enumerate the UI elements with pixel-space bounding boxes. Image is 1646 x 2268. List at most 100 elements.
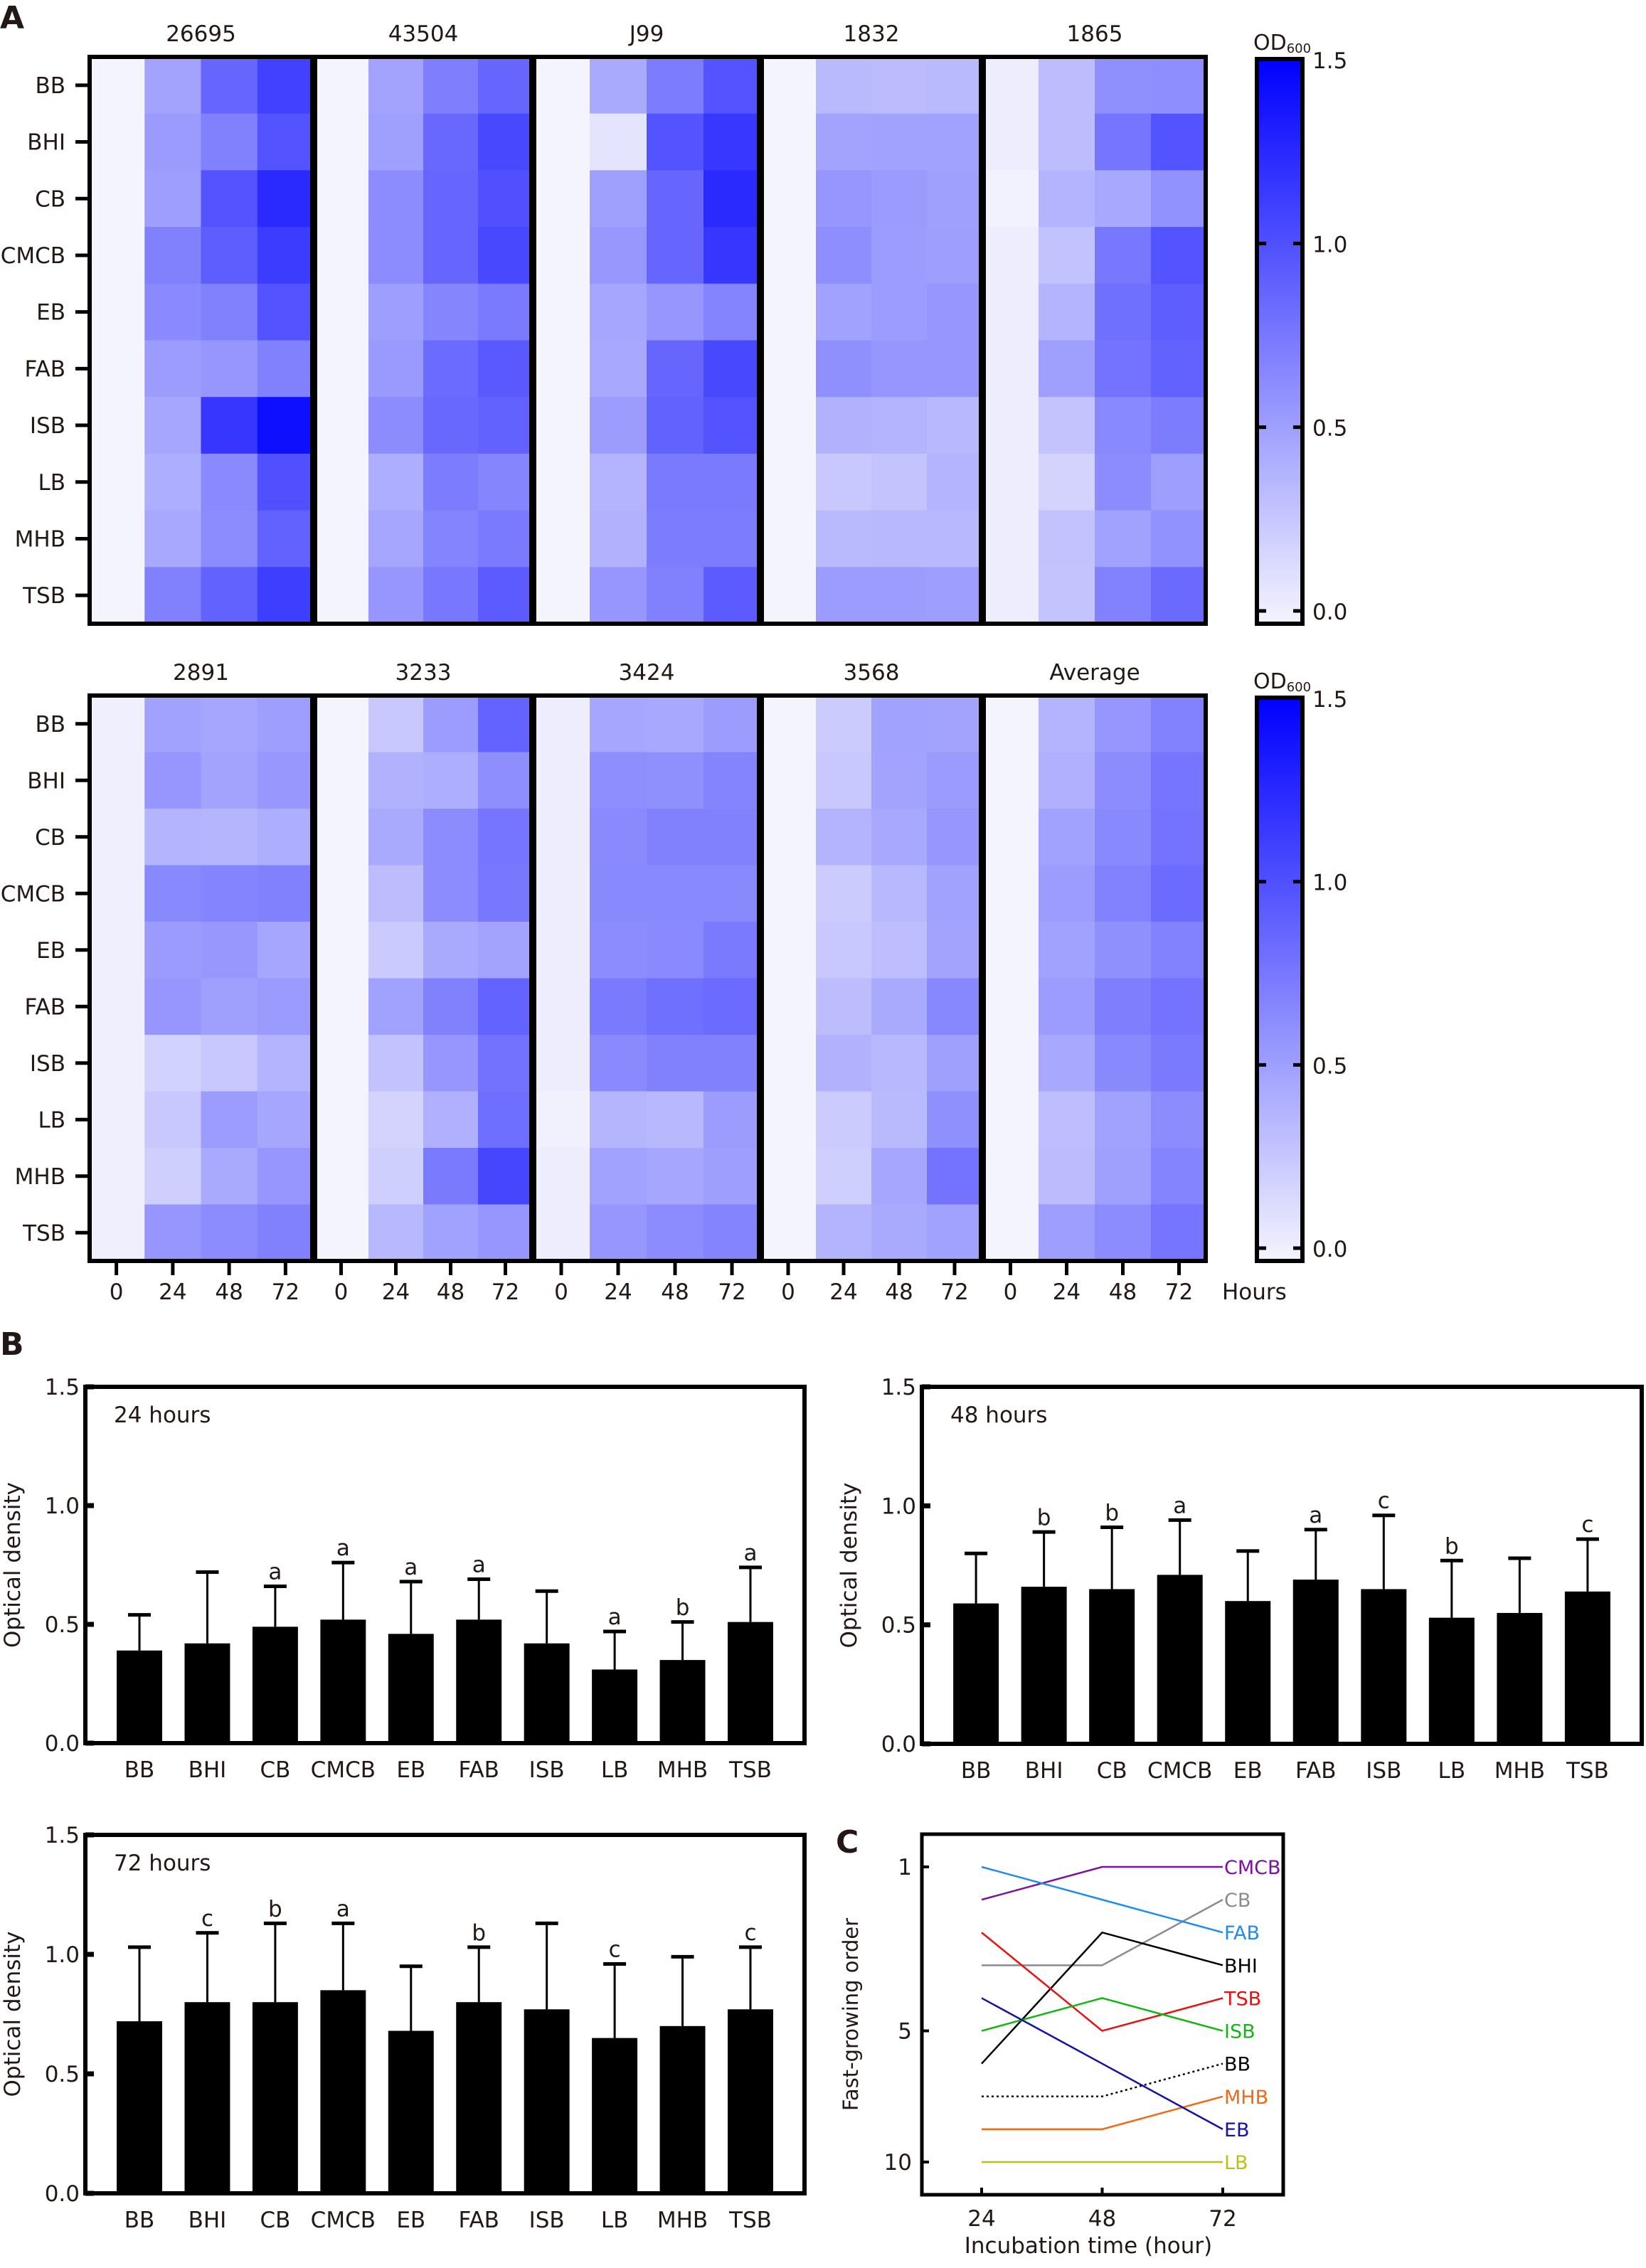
heatmap-cell [871, 113, 928, 171]
x-tick-label: CMCB [311, 2208, 376, 2233]
heatmap-cell [590, 1148, 647, 1205]
heatmap-cell [144, 397, 201, 454]
significance-letter: a [1173, 1493, 1186, 1518]
heatmap-cell [144, 453, 201, 511]
heatmap-cell [1095, 1204, 1152, 1262]
heatmap-cell [144, 696, 201, 752]
bar [592, 2038, 638, 2193]
heatmap-cell [1039, 752, 1095, 809]
bar-chart-24-hours: 0.0 0.5 1.0 1.5 Optical density 24 hours BB BHI… [0, 1375, 807, 1783]
x-tick-label: 72 [940, 1279, 968, 1305]
heatmap-cell [703, 1204, 761, 1262]
x-tick-label: BB [124, 1757, 155, 1783]
heatmap-cell [533, 567, 590, 624]
heatmap-cell [1095, 283, 1152, 341]
heatmap-cell [1039, 1035, 1095, 1092]
heatmap-cell [88, 1148, 145, 1205]
heatmap-cell [1039, 227, 1095, 284]
x-tick-label: 48 [1088, 2206, 1116, 2232]
heatmap-cell [1095, 227, 1152, 284]
heatmap-cell [703, 510, 761, 568]
heatmap-cell [927, 340, 983, 398]
heatmap-cell [647, 922, 704, 979]
significance-letter: a [743, 1540, 757, 1566]
heatmap-cell [927, 978, 983, 1035]
x-tick-label: 24 [382, 1279, 410, 1305]
heatmap-cell [927, 1204, 983, 1262]
series-line-isb [981, 1997, 1223, 2032]
x-tick-label: 48 [215, 1279, 243, 1305]
heatmap-cell [533, 1204, 590, 1262]
heatmap-cell [144, 752, 201, 809]
heatmap-cell [816, 227, 872, 284]
heatmap-cell [982, 170, 1039, 228]
heatmap-cell [533, 978, 590, 1035]
heatmap-cell [257, 567, 314, 624]
heatmap-cell [257, 227, 314, 284]
series-line-fab [981, 1865, 1223, 1934]
chart-title: 48 hours [950, 1402, 1047, 1428]
heatmap-cell [871, 170, 928, 228]
heatmap-cell [703, 865, 761, 922]
row-label: ISB [30, 1051, 65, 1077]
plot-frame [83, 1385, 807, 1745]
heatmap-cell [144, 227, 201, 284]
strain-frame [87, 693, 314, 1263]
heatmap-cell [314, 283, 369, 341]
x-tick-label: TSB [728, 2208, 772, 2233]
heatmap-cell [590, 922, 647, 979]
heatmap-cell [478, 397, 533, 454]
strain-frame [982, 693, 1208, 1263]
heatmap-cell [816, 1204, 872, 1262]
heatmap-cell [314, 1204, 369, 1262]
series-line-eb [981, 1997, 1223, 2130]
heatmap-cell [927, 922, 983, 979]
heatmap-strain-2891: 2891 0 24 48 72 [87, 660, 314, 1305]
row-label: MHB [15, 526, 65, 552]
heatmap-cell [703, 1035, 761, 1092]
significance-letter: a [404, 1555, 418, 1580]
x-tick-label: CB [260, 2208, 290, 2233]
heatmap-cell [647, 1148, 704, 1205]
y-axis-label: Optical density [0, 1482, 26, 1648]
heatmap-cell [314, 1035, 369, 1092]
row-label: CMCB [1, 881, 65, 907]
heatmap-cell [1095, 340, 1152, 398]
heatmap-cell [760, 170, 817, 228]
colorbar-title: OD600 [1253, 31, 1311, 56]
x-tick-label: CB [260, 1757, 290, 1783]
heatmap-cell [871, 865, 928, 922]
heatmap-cell [314, 865, 369, 922]
heatmap-cell [144, 809, 201, 866]
heatmap-cell [478, 696, 533, 752]
row-label: BHI [27, 768, 65, 794]
heatmap-cell [1095, 922, 1152, 979]
y-tick-label: 1.0 [45, 1942, 80, 1968]
x-tick-label: 0 [110, 1279, 124, 1305]
row-label: FAB [25, 994, 65, 1020]
y-tick-label: 0.0 [45, 1731, 80, 1757]
heatmap-cell [1039, 1204, 1095, 1262]
heatmap-cell [88, 1204, 145, 1262]
significance-letter: a [472, 1553, 486, 1578]
heatmap-cell [871, 227, 928, 284]
strain-frame [313, 55, 533, 626]
heatmap-cell [1095, 57, 1152, 115]
row-label: EB [36, 938, 65, 964]
heatmap-cell [1151, 1148, 1208, 1205]
heatmap-cell [201, 113, 258, 171]
heatmap-cell [871, 340, 928, 398]
bar-chart-48-hours: 0.0 0.5 1.0 1.5 Optical density 48 hours BB b BH… [837, 1375, 1644, 1784]
heatmap-cell [314, 922, 369, 979]
x-tick-label: EB [396, 1757, 425, 1783]
x-tick-label: 48 [1109, 1279, 1137, 1305]
heatmap-cell [201, 865, 258, 922]
colorbar [1255, 696, 1305, 1263]
y-tick-label: 0.5 [45, 2062, 80, 2087]
heatmap-cell [703, 453, 761, 511]
heatmap-cell [368, 696, 424, 752]
heatmap-cell [423, 865, 479, 922]
heatmap-cell [1151, 340, 1208, 398]
heatmap-cell [257, 113, 314, 171]
